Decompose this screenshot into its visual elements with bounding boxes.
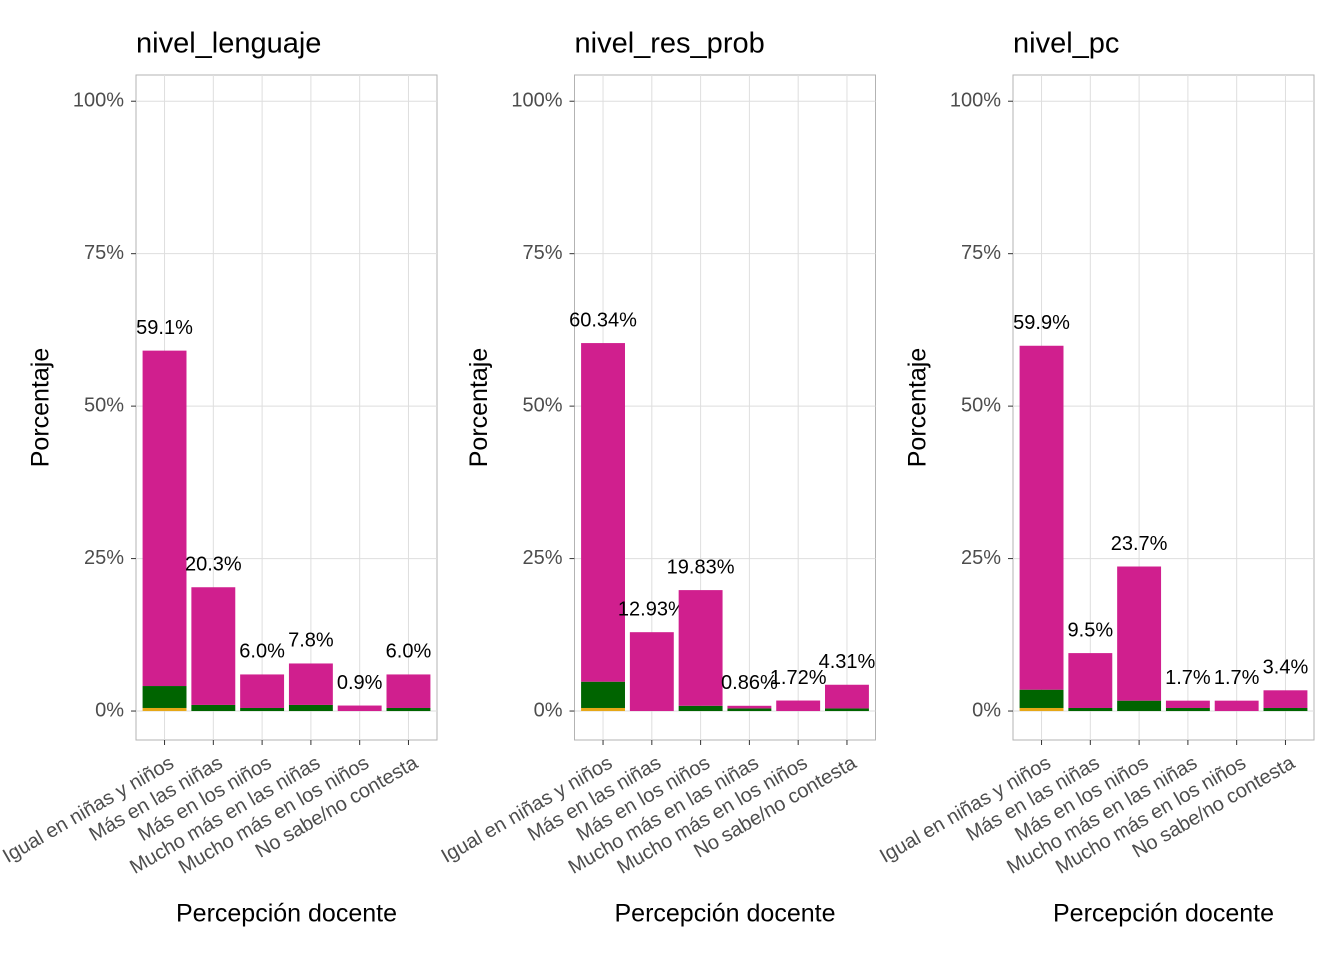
data-label: 0.86% xyxy=(721,672,778,694)
bar-segment xyxy=(678,705,723,712)
chart-title: nivel_lenguaje xyxy=(136,28,321,60)
bar-segment xyxy=(581,681,625,708)
y-tick-label: 75% xyxy=(84,242,124,264)
bar-segment xyxy=(1019,707,1064,712)
bar-segment xyxy=(581,343,625,682)
y-tick-label: 25% xyxy=(961,547,1001,569)
y-tick-label: 0% xyxy=(95,699,124,721)
bar-segment xyxy=(1263,690,1308,708)
bar-segment xyxy=(288,663,333,705)
data-label: 20.3% xyxy=(185,554,242,576)
data-label: 12.93% xyxy=(618,598,686,620)
data-label: 3.4% xyxy=(1263,657,1309,679)
x-axis-title: Percepción docente xyxy=(176,900,397,928)
bar-segment xyxy=(776,700,821,712)
data-label: 6.0% xyxy=(386,641,432,663)
y-tick-label: 50% xyxy=(522,394,562,416)
data-label: 59.9% xyxy=(1013,312,1070,334)
y-tick-label: 25% xyxy=(84,547,124,569)
bar-segment xyxy=(1165,707,1210,712)
data-label: 60.34% xyxy=(569,309,637,331)
bar-segment xyxy=(386,674,431,708)
bar-segment xyxy=(1263,707,1308,712)
bar-segment xyxy=(1019,689,1064,708)
data-label: 1.7% xyxy=(1214,667,1260,689)
y-tick-label: 100% xyxy=(511,90,562,112)
y-axis-title: Porcentaje xyxy=(27,348,55,468)
y-tick-label: 0% xyxy=(972,699,1001,721)
bar-segment xyxy=(1117,700,1162,712)
data-label: 4.31% xyxy=(819,651,876,673)
data-label: 19.83% xyxy=(667,556,735,578)
y-axis-title: Porcentaje xyxy=(904,348,932,468)
panel-border xyxy=(574,74,876,741)
bar-segment xyxy=(825,684,869,709)
bar-segment xyxy=(386,707,431,712)
bar-segment xyxy=(142,707,187,712)
chart-title: nivel_pc xyxy=(1013,28,1119,60)
bar-segment xyxy=(678,590,723,706)
bar-segment xyxy=(142,350,187,687)
bar-segment xyxy=(191,587,236,705)
y-tick-label: 75% xyxy=(522,242,562,264)
y-tick-label: 50% xyxy=(84,394,124,416)
chart-title: nivel_res_prob xyxy=(575,28,765,60)
y-tick-label: 75% xyxy=(961,242,1001,264)
y-axis-title: Porcentaje xyxy=(465,348,493,468)
bar-segment xyxy=(1068,707,1113,712)
data-label: 7.8% xyxy=(288,630,334,652)
panel-border xyxy=(1012,74,1315,741)
y-tick-label: 25% xyxy=(522,547,562,569)
y-tick-label: 50% xyxy=(961,394,1001,416)
bar-segment xyxy=(727,708,772,712)
data-label: 9.5% xyxy=(1068,619,1114,641)
y-tick-label: 100% xyxy=(950,90,1001,112)
bar-segment xyxy=(1117,566,1162,701)
bar-segment xyxy=(1068,653,1113,708)
panel-border xyxy=(135,74,438,741)
bar-segment xyxy=(825,708,869,712)
bar-segment xyxy=(727,705,772,709)
y-tick-label: 100% xyxy=(73,90,124,112)
data-label: 1.7% xyxy=(1165,667,1211,689)
bar-segment xyxy=(142,686,187,708)
data-label: 59.1% xyxy=(136,317,193,339)
y-tick-label: 0% xyxy=(534,699,563,721)
data-label: 23.7% xyxy=(1111,533,1168,555)
bar-segment xyxy=(1214,700,1259,712)
x-axis-title: Percepción docente xyxy=(1053,900,1274,928)
bar-segment xyxy=(1165,700,1210,708)
bar-segment xyxy=(191,704,236,712)
bar-segment xyxy=(240,674,285,708)
data-label: 0.9% xyxy=(337,672,383,694)
data-label: 1.72% xyxy=(770,667,827,689)
bar-segment xyxy=(1019,345,1064,690)
bar-segment xyxy=(337,705,382,712)
bar-segment xyxy=(288,704,333,712)
data-label: 6.0% xyxy=(239,641,285,663)
bar-segment xyxy=(581,707,625,712)
bar-segment xyxy=(240,707,285,712)
bar-segment xyxy=(629,632,674,712)
x-axis-title: Percepción docente xyxy=(615,900,836,928)
